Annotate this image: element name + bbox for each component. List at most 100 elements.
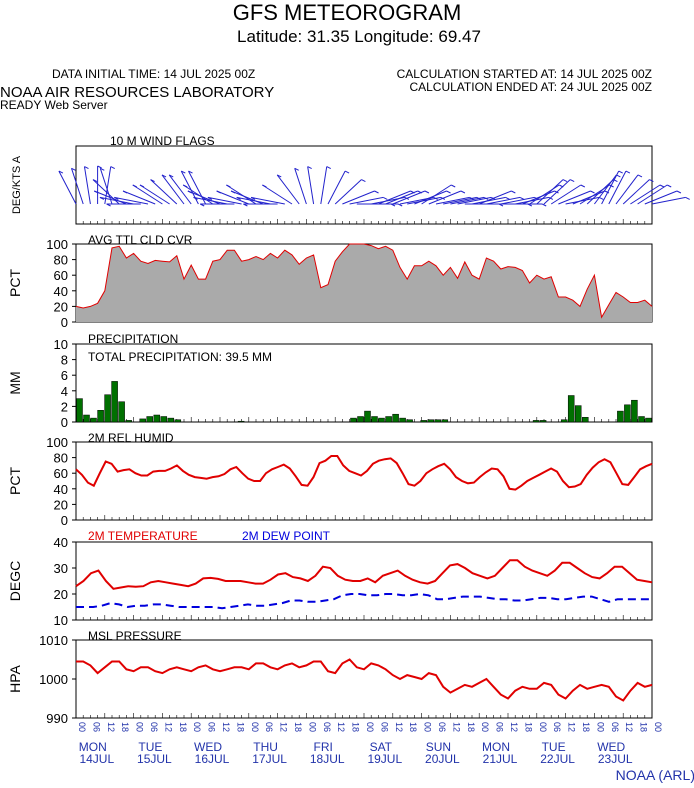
wind-barb-flag	[216, 190, 221, 194]
calc-started: CALCULATION STARTED AT: 14 JUL 2025 00Z	[397, 67, 652, 81]
wind-barb	[558, 190, 591, 205]
hour-label: 12	[567, 722, 577, 732]
wind-barb	[307, 166, 315, 205]
wind-barb	[443, 196, 477, 205]
precip-bar	[83, 414, 90, 423]
date-label: 22JUL	[540, 752, 575, 766]
y-tick-label: 60	[54, 268, 68, 283]
y-tick-label: 0	[61, 415, 68, 430]
precip-bar	[645, 417, 652, 423]
temperature-line	[75, 559, 653, 590]
wind-barb-flag	[361, 179, 366, 183]
y-tick-label: 8	[61, 353, 68, 368]
precip-bar	[406, 419, 413, 423]
hour-label: 00	[538, 722, 548, 732]
wind-barb-flag	[450, 184, 456, 188]
wind-barb-flag	[110, 166, 115, 170]
panel-title-humidity: 2M REL HUMID	[88, 431, 174, 445]
wind-barb-flag	[182, 184, 188, 188]
wind-barb	[349, 196, 384, 205]
wind-barb-flag	[511, 190, 516, 194]
wind-barb	[320, 166, 328, 205]
wind-barb	[71, 168, 84, 205]
hour-label: 00	[192, 722, 202, 732]
precip-bar	[350, 417, 357, 423]
wind-barb-flag	[424, 190, 430, 194]
wind-barb-flag	[122, 190, 128, 194]
wind-barb	[182, 184, 214, 205]
hour-label: 12	[624, 722, 634, 732]
precip-bar	[357, 416, 364, 423]
wind-barb	[251, 196, 285, 205]
wind-barb	[216, 190, 249, 205]
wind-barb	[608, 170, 627, 205]
y-tick-label: 20	[54, 587, 68, 602]
y-axis-label: MM	[7, 371, 23, 394]
wind-barb-flag	[569, 179, 575, 183]
y-tick-label: 990	[46, 711, 68, 726]
hour-label: 06	[495, 722, 505, 732]
wind-barb-flag	[374, 190, 379, 194]
precip-bar	[617, 410, 624, 423]
hour-label: 18	[351, 722, 361, 732]
y-tick-label: 0	[61, 315, 68, 330]
y-tick-label: 100	[46, 435, 68, 450]
wind-barb	[262, 184, 293, 205]
wind-barb	[236, 196, 271, 205]
wind-barb	[226, 184, 257, 205]
hour-label: 12	[451, 722, 461, 732]
panel-title-wind: 10 M WIND FLAGS	[110, 134, 215, 148]
wind-barb	[207, 196, 242, 205]
precip-bar	[427, 419, 434, 423]
hour-label: 06	[379, 722, 389, 732]
y-tick-label: 6	[61, 368, 68, 383]
wind-barb	[622, 179, 650, 205]
wind-barb-flag	[139, 184, 145, 188]
wind-barb	[644, 190, 678, 205]
hour-label: 12	[279, 722, 289, 732]
day-label: THU	[253, 740, 278, 754]
wind-barb	[435, 196, 470, 205]
hour-label: 18	[120, 722, 130, 732]
wind-barb	[450, 196, 485, 205]
date-label: 19JUL	[367, 752, 402, 766]
wind-barb	[414, 190, 447, 205]
panel-frame-5	[75, 639, 653, 719]
lab-name: NOAA AIR RESOURCES LABORATORY	[0, 84, 274, 101]
y-tick-label: 40	[54, 535, 68, 550]
date-label: 15JUL	[137, 752, 172, 766]
wind-barb-flag	[114, 196, 119, 200]
wind-barb-flag	[685, 196, 690, 200]
hour-label: 06	[264, 722, 274, 732]
precip-bar	[539, 420, 547, 423]
precip-bar	[153, 414, 161, 423]
wind-barb-flag	[243, 203, 248, 207]
precip-bar	[631, 399, 638, 423]
y-tick-label: 0	[61, 513, 68, 528]
precip-total: TOTAL PRECIPITATION: 39.5 MM	[88, 350, 272, 364]
wind-barb-flag	[187, 190, 193, 194]
wind-barb-flag	[236, 196, 241, 200]
y-tick-label: 30	[54, 561, 68, 576]
hour-label: 18	[408, 722, 418, 732]
wind-barb	[327, 170, 346, 205]
wind-barb-flag	[625, 170, 631, 174]
wind-barb	[630, 184, 661, 205]
wind-barb-flag	[262, 184, 267, 188]
y-tick-label: 20	[54, 497, 68, 512]
hour-label: 06	[149, 722, 159, 732]
precip-bar	[76, 398, 83, 423]
wind-barb-flag	[193, 196, 198, 200]
wind-barb	[294, 168, 307, 205]
y-tick-label: 80	[54, 253, 68, 268]
wind-barb-flag	[58, 170, 64, 174]
wind-barb-flag	[599, 196, 604, 200]
wind-barb-flag	[132, 184, 138, 188]
y-tick-label: 1010	[39, 633, 68, 648]
wind-barb	[58, 170, 77, 205]
precip-bar	[574, 405, 582, 423]
wind-barb	[500, 196, 535, 205]
wind-barb-flag	[637, 174, 643, 178]
hour-label: 06	[91, 722, 101, 732]
precip-bar	[364, 410, 371, 423]
